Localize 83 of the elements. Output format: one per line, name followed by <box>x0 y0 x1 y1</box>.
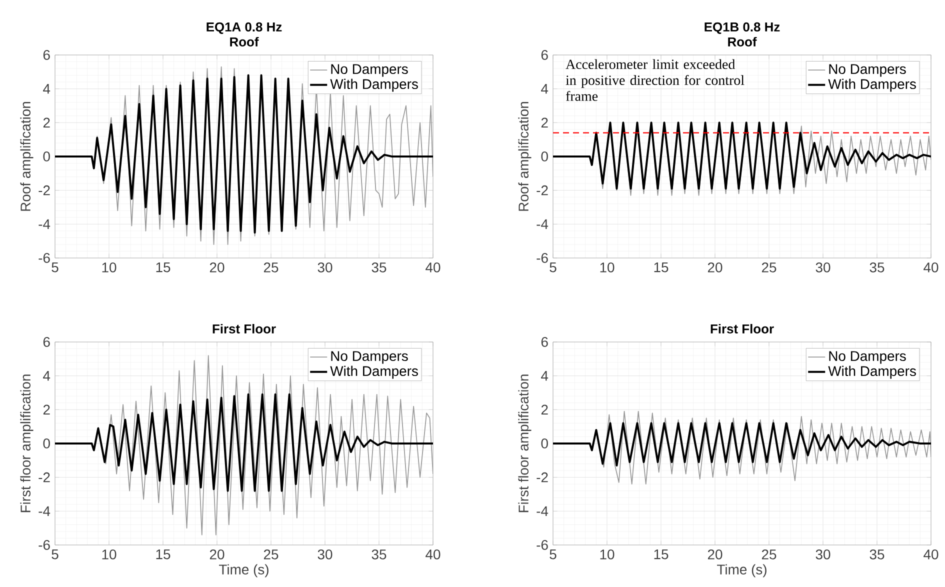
y-tick-label: -4 <box>536 219 548 229</box>
y-tick-label: 4 <box>43 84 50 94</box>
y-tick-label: 6 <box>43 50 50 60</box>
legend-label: No Dampers <box>331 351 408 364</box>
line-series <box>55 393 434 492</box>
x-tick-label: 10 <box>102 262 116 272</box>
y-tick-label: -6 <box>38 540 50 550</box>
annotation: Accelerometer limit exceeded in positive direction for control frame <box>566 59 744 101</box>
chart-title: First Floor <box>212 324 276 334</box>
x-tick-label: 5 <box>52 262 58 272</box>
x-tick-label: 5 <box>550 550 556 560</box>
legend-label: With Dampers <box>828 366 916 379</box>
x-tick-label: 35 <box>870 549 884 560</box>
y-tick-label: -2 <box>38 185 50 196</box>
x-tick-label: 40 <box>426 549 440 560</box>
x-tick-label: 40 <box>924 262 938 272</box>
x-tick-label: 10 <box>600 549 614 560</box>
chart-title: EQ1A 0.8 Hz <box>206 22 282 34</box>
x-axis-title: Time (s) <box>219 564 268 578</box>
legend-label: No Dampers <box>829 351 906 364</box>
y-axis-title: First floor amplification <box>20 374 34 512</box>
legend-label: No Dampers <box>829 64 906 77</box>
x-tick-label: 30 <box>318 549 332 560</box>
y-tick-label: 4 <box>541 84 548 94</box>
y-tick-label: -4 <box>536 506 548 516</box>
x-tick-label: 30 <box>816 549 830 560</box>
x-tick-label: 15 <box>654 550 668 560</box>
y-tick-label: -6 <box>38 253 50 263</box>
x-tick-label: 35 <box>870 262 884 272</box>
y-tick-label: 6 <box>541 50 548 60</box>
legend-label: With Dampers <box>330 366 418 379</box>
chart-title: EQ1B 0.8 Hz <box>704 22 780 34</box>
y-axis-title: Roof amplification <box>20 102 34 211</box>
x-tick-label: 5 <box>52 550 58 560</box>
x-tick-label: 35 <box>372 549 386 560</box>
y-tick-label: -4 <box>38 219 50 229</box>
x-tick-label: 20 <box>210 549 224 560</box>
y-tick-label: 4 <box>541 371 548 381</box>
x-tick-label: 20 <box>708 262 722 272</box>
chart-title: First Floor <box>710 324 774 334</box>
x-tick-label: 25 <box>264 262 278 272</box>
x-tick-label: 5 <box>550 262 556 272</box>
y-axis-title: Roof amplification <box>518 102 532 211</box>
y-tick-label: 6 <box>541 337 548 347</box>
y-tick-label: -6 <box>536 540 548 550</box>
y-tick-label: -2 <box>536 472 548 482</box>
y-tick-label: 2 <box>541 404 548 415</box>
y-tick-label: 6 <box>43 337 50 347</box>
y-axis-title: First floor amplification <box>518 374 532 512</box>
y-tick-label: 2 <box>43 118 50 128</box>
x-tick-label: 20 <box>210 262 224 272</box>
x-tick-label: 40 <box>924 549 938 560</box>
legend-label: With Dampers <box>828 78 916 92</box>
x-tick-label: 40 <box>426 262 440 272</box>
x-tick-label: 25 <box>762 549 776 560</box>
y-tick-label: -6 <box>536 253 548 263</box>
y-tick-label: -4 <box>38 506 50 516</box>
y-tick-label: 0 <box>541 438 548 448</box>
chart-subtitle: Roof <box>230 36 259 46</box>
y-tick-label: -2 <box>536 185 548 196</box>
x-tick-label: 15 <box>156 550 170 560</box>
x-tick-label: 30 <box>318 262 332 272</box>
x-tick-label: 20 <box>708 549 722 560</box>
x-tick-label: 35 <box>372 262 386 272</box>
x-tick-label: 10 <box>102 549 116 560</box>
y-tick-label: 2 <box>43 404 50 415</box>
y-tick-label: 2 <box>541 118 548 128</box>
legend-label: No Dampers <box>331 64 408 77</box>
y-tick-label: 4 <box>43 371 50 381</box>
y-tick-label: -2 <box>38 472 50 482</box>
chart-subtitle: Roof <box>728 36 757 46</box>
x-tick-label: 15 <box>654 262 668 272</box>
x-tick-label: 25 <box>264 549 278 560</box>
line-series <box>553 422 932 466</box>
y-tick-label: 0 <box>43 438 50 448</box>
x-tick-label: 30 <box>816 262 830 272</box>
y-tick-label: 0 <box>43 152 50 162</box>
x-tick-label: 15 <box>156 262 170 272</box>
legend-label: With Dampers <box>330 78 418 92</box>
y-tick-label: 0 <box>541 152 548 162</box>
x-tick-label: 10 <box>600 262 614 272</box>
x-axis-title: Time (s) <box>717 564 766 578</box>
x-tick-label: 25 <box>762 262 776 272</box>
